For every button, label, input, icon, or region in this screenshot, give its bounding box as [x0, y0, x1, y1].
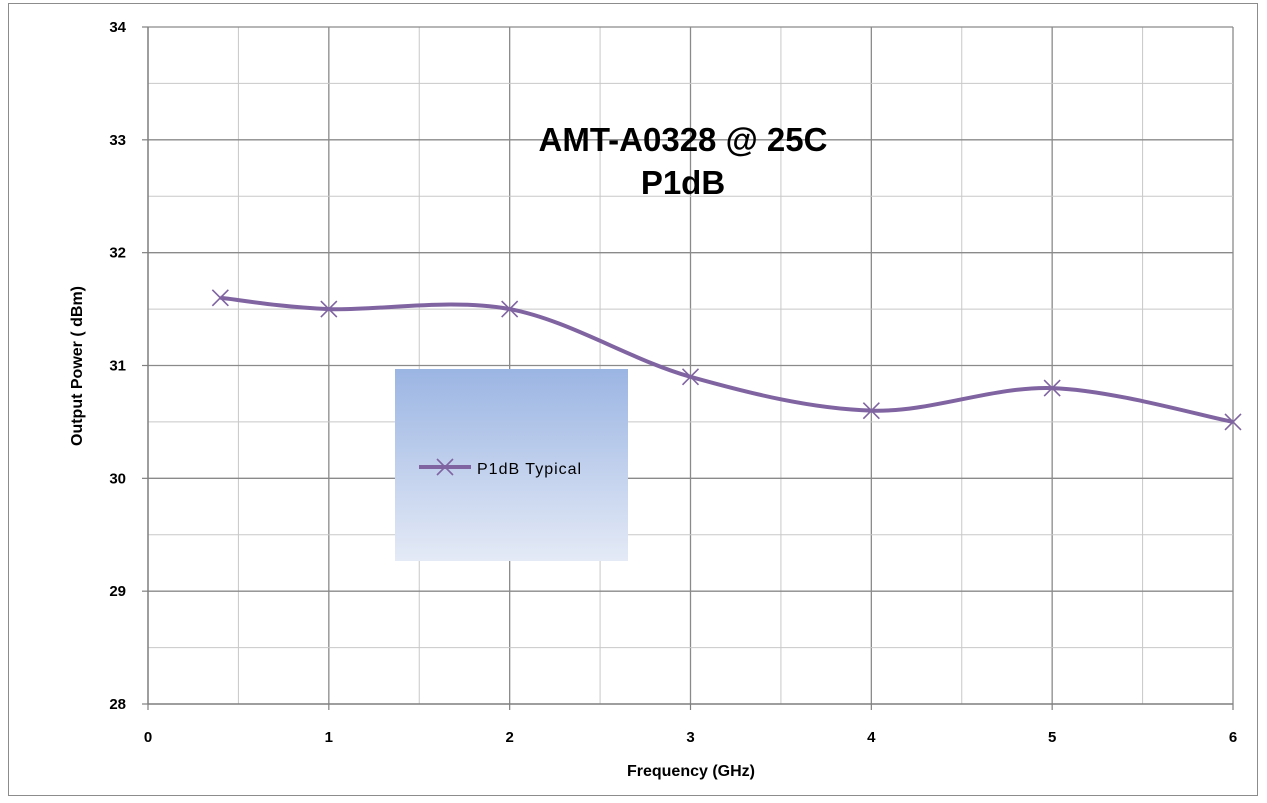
y-axis-label: Output Power ( dBm): [69, 286, 86, 446]
data-point-marker: [681, 368, 700, 386]
y-tick-label: 32: [109, 245, 126, 262]
grid-lines: [148, 26, 1234, 704]
data-point-marker: [320, 300, 338, 318]
x-tick-label: 4: [867, 729, 876, 746]
plot-area: [211, 289, 1242, 431]
x-tick-label: 3: [686, 729, 694, 746]
legend: P1dB Typical: [395, 369, 628, 561]
y-tick-label: 29: [109, 583, 126, 600]
x-tick-label: 6: [1229, 729, 1237, 746]
x-tick-label: 0: [144, 729, 152, 746]
data-point-marker: [501, 300, 519, 318]
series-line-p1db-typical: [220, 295, 1234, 424]
y-tick-label: 33: [109, 132, 126, 149]
y-tick-label: 30: [109, 470, 126, 487]
legend-series-marker: [419, 458, 471, 476]
data-point-marker: [1224, 413, 1242, 431]
chart-title: AMT-A0328 @ 25C: [539, 121, 828, 158]
x-tick-label: 2: [505, 729, 513, 746]
x-axis-label: Frequency (GHz): [627, 763, 755, 780]
chart-frame: [8, 3, 1258, 796]
y-tick-label: 31: [109, 358, 126, 375]
data-point-marker: [211, 289, 229, 307]
axes: [142, 26, 1234, 710]
chart-subtitle: P1dB: [641, 164, 725, 201]
data-point-marker: [862, 402, 880, 420]
y-tick-label: 28: [109, 696, 126, 713]
data-point-marker: [1043, 379, 1061, 397]
legend-series-label: P1dB Typical: [477, 461, 582, 478]
x-tick-label: 1: [325, 729, 333, 746]
y-tick-label: 34: [109, 19, 126, 36]
x-tick-label: 5: [1048, 729, 1056, 746]
legend-x-marker: [436, 458, 454, 476]
